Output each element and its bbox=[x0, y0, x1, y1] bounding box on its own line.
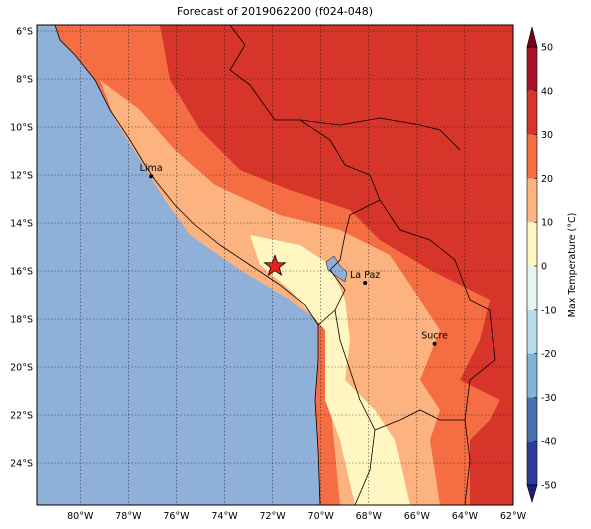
y-tick-label: 12°S bbox=[10, 171, 33, 182]
map-frame bbox=[36, 24, 514, 506]
colorbar-band bbox=[527, 178, 537, 223]
colorbar-band bbox=[527, 441, 537, 485]
y-tick-label: 16°S bbox=[10, 267, 33, 278]
coastline bbox=[54, 25, 321, 505]
colorbar-band bbox=[527, 90, 537, 135]
colorbar-extend bbox=[526, 484, 538, 504]
colorbar-tick-label: 30 bbox=[541, 130, 553, 141]
x-tick-label: 70°W bbox=[308, 511, 335, 522]
city-dot bbox=[363, 281, 368, 285]
colorbar-tick-label: 40 bbox=[541, 86, 553, 97]
city-dot bbox=[432, 341, 437, 346]
city-label: Sucre bbox=[421, 331, 448, 342]
y-tick-label: 10°S bbox=[10, 123, 33, 134]
colorbar-band bbox=[527, 309, 537, 354]
y-tick-label: 20°S bbox=[10, 363, 33, 374]
city-label: Lima bbox=[140, 163, 163, 174]
y-tick-label: 18°S bbox=[10, 315, 33, 326]
x-tick-label: 62°W bbox=[500, 511, 527, 522]
colorbar-band bbox=[527, 397, 537, 442]
colorbar-tick-label: 50 bbox=[541, 43, 553, 54]
border bbox=[334, 309, 376, 505]
colorbar-band bbox=[527, 47, 537, 91]
colorbar-band bbox=[527, 134, 537, 179]
y-tick-label: 6°S bbox=[16, 27, 33, 38]
colorbar-tick-label: -50 bbox=[541, 481, 557, 492]
star-marker bbox=[263, 253, 287, 277]
x-tick-label: 78°W bbox=[115, 511, 142, 522]
map-title: Forecast of 2019062200 (f024-048) bbox=[177, 5, 373, 18]
x-tick-label: 80°W bbox=[67, 511, 94, 522]
colorbar-tick-label: -20 bbox=[541, 349, 557, 360]
x-tick-label: 74°W bbox=[211, 511, 238, 522]
colorbar-tick-label: 20 bbox=[541, 174, 553, 185]
x-tick-label: 72°W bbox=[259, 511, 286, 522]
colorbar-tick-label: -30 bbox=[541, 393, 557, 404]
x-tick-label: 66°W bbox=[404, 511, 431, 522]
colorbar-extend bbox=[526, 26, 538, 48]
y-tick-label: 14°S bbox=[10, 219, 33, 230]
border bbox=[299, 117, 461, 151]
city-dot bbox=[149, 174, 154, 179]
border bbox=[374, 199, 496, 431]
x-tick-label: 76°W bbox=[163, 511, 190, 522]
colorbar-tick-label: -10 bbox=[541, 305, 557, 316]
land-zone bbox=[250, 235, 410, 505]
city-label: La Paz bbox=[350, 270, 380, 281]
colorbar-tick-label: 0 bbox=[541, 262, 547, 273]
x-tick-label: 68°W bbox=[356, 511, 383, 522]
border bbox=[464, 419, 471, 505]
y-tick-label: 8°S bbox=[16, 75, 33, 86]
colorbar-band bbox=[527, 266, 537, 310]
colorbar-label: Max Temperature (°C) bbox=[567, 213, 578, 318]
colorbar-band bbox=[527, 353, 537, 398]
colorbar-band bbox=[527, 222, 537, 266]
colorbar-tick-label: -40 bbox=[541, 437, 557, 448]
y-tick-label: 22°S bbox=[10, 411, 33, 422]
lake bbox=[325, 255, 348, 283]
y-tick-label: 24°S bbox=[10, 459, 33, 470]
colorbar-tick-label: 10 bbox=[541, 218, 553, 229]
x-tick-label: 64°W bbox=[452, 511, 479, 522]
